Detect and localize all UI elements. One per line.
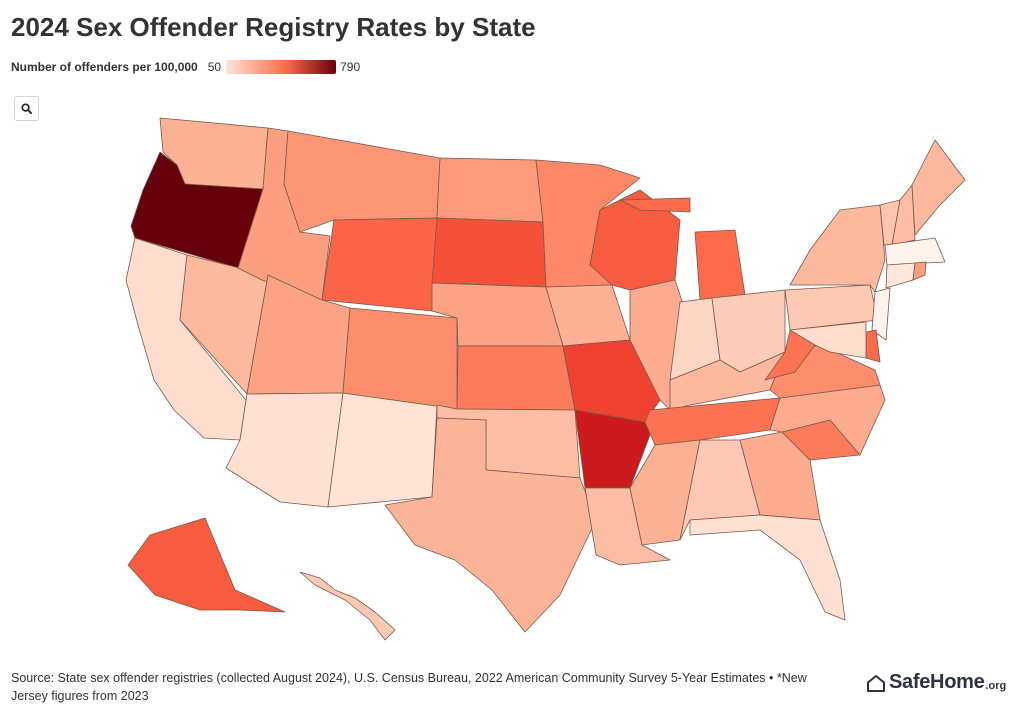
legend-min-value: 50 [207,60,222,74]
state-ms[interactable] [629,439,701,546]
state-me[interactable] [911,139,966,236]
state-ks[interactable] [456,345,576,411]
state-mt[interactable] [283,130,441,233]
state-nd[interactable] [436,157,544,223]
state-tx[interactable] [384,417,597,633]
state-wy[interactable] [321,217,438,312]
brand-tld: .org [985,679,1007,692]
state-md[interactable] [789,321,867,359]
search-icon [21,103,32,114]
state-fl[interactable] [689,514,846,621]
state-ma[interactable] [884,237,946,266]
legend-label: Number of offenders per 100,000 [11,60,198,74]
state-ga[interactable] [739,431,821,521]
legend-color-bar [226,60,337,74]
state-ar[interactable] [574,409,651,489]
chart-title: 2024 Sex Offender Registry Rates by Stat… [11,12,536,42]
state-nj[interactable] [871,287,891,341]
legend-max-value: 790 [340,60,361,74]
brand-logo: SafeHome .org [866,671,1006,694]
house-icon [867,674,885,692]
search-button[interactable] [14,96,39,121]
state-ct[interactable] [885,262,916,289]
state-hi[interactable] [299,571,396,641]
state-co[interactable] [342,307,458,410]
state-ky[interactable] [669,351,786,411]
state-ak[interactable] [127,517,286,613]
state-nm[interactable] [327,392,438,508]
color-legend: Number of offenders per 100,000 50 790 [11,59,360,75]
state-nh[interactable] [891,184,916,246]
state-ri[interactable] [912,261,927,281]
source-note: Source: State sex offender registries (c… [11,671,807,703]
state-sd[interactable] [431,217,547,288]
state-de[interactable] [865,329,881,363]
brand-name: SafeHome [889,671,985,693]
state-ny[interactable] [789,204,886,293]
